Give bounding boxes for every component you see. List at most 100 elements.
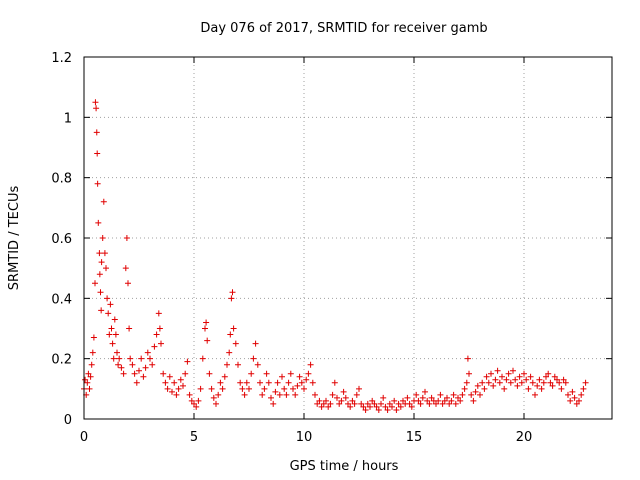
- data-point: [334, 394, 340, 401]
- data-point: [545, 370, 552, 377]
- data-point: [239, 385, 246, 392]
- data-point: [320, 400, 327, 407]
- data-point: [459, 391, 466, 398]
- data-point: [441, 397, 448, 404]
- data-point: [503, 376, 510, 383]
- y-tick-labels: 0 0.2 0.4 0.6 0.8 1 1.2: [51, 51, 72, 428]
- data-point: [481, 385, 488, 392]
- data-point: [160, 370, 167, 377]
- x-tick-label: 0: [80, 430, 88, 445]
- data-point: [219, 385, 226, 392]
- y-tick-label: 0: [64, 413, 72, 428]
- data-point: [485, 379, 492, 386]
- data-point: [463, 379, 470, 386]
- data-point: [373, 403, 380, 410]
- data-point: [138, 355, 145, 362]
- data-point: [109, 340, 116, 347]
- data-point: [99, 235, 106, 241]
- data-point: [108, 325, 115, 332]
- data-point: [360, 403, 367, 410]
- data-point: [327, 400, 334, 407]
- data-point: [325, 403, 332, 410]
- data-point: [226, 349, 233, 356]
- x-tick-label: 10: [296, 430, 313, 445]
- data-point: [186, 391, 193, 398]
- data-point: [472, 388, 479, 395]
- data-point: [95, 219, 102, 226]
- x-tick-labels: 0 5 10 15 20: [80, 430, 532, 445]
- data-point: [338, 397, 345, 404]
- data-point: [111, 316, 118, 323]
- data-point: [547, 379, 554, 386]
- data-point: [92, 280, 98, 287]
- data-point: [248, 370, 255, 377]
- data-point: [444, 394, 450, 401]
- data-point: [554, 376, 560, 383]
- data-point: [224, 361, 230, 368]
- data-point: [257, 379, 263, 386]
- y-axis-label: SRMTID / TECUs: [7, 186, 22, 291]
- data-point: [384, 406, 391, 413]
- data-point: [115, 361, 122, 368]
- data-point: [173, 391, 180, 398]
- data-point: [389, 403, 395, 410]
- data-point: [349, 397, 356, 404]
- data-point: [96, 271, 103, 278]
- data-point: [362, 406, 369, 413]
- data-point: [521, 370, 527, 377]
- data-point: [378, 400, 384, 407]
- data-point: [375, 406, 382, 413]
- data-point: [175, 385, 182, 392]
- data-point: [85, 370, 92, 377]
- data-point: [235, 361, 241, 368]
- data-point: [523, 376, 530, 383]
- data-point: [347, 403, 354, 410]
- data-point: [110, 355, 117, 362]
- data-point: [428, 394, 435, 401]
- data-point: [281, 385, 288, 392]
- data-point: [86, 385, 93, 392]
- data-point: [136, 367, 142, 374]
- data-point: [254, 361, 261, 368]
- data-point: [131, 370, 138, 377]
- data-point: [424, 397, 431, 404]
- data-point: [474, 382, 481, 389]
- data-point: [492, 376, 499, 383]
- data-point: [112, 331, 119, 338]
- data-point: [461, 385, 468, 392]
- data-point: [158, 340, 164, 347]
- data-point: [439, 400, 446, 407]
- data-point: [323, 397, 329, 404]
- data-point: [560, 376, 567, 383]
- data-point: [371, 400, 378, 407]
- data-point: [92, 99, 99, 106]
- data-point: [422, 388, 428, 395]
- data-point: [483, 373, 490, 380]
- data-point: [380, 394, 387, 401]
- data-point: [89, 349, 96, 356]
- data-point: [477, 391, 483, 398]
- y-tick-label: 1: [64, 111, 72, 126]
- y-tick-label: 0.2: [51, 353, 72, 368]
- data-point: [82, 376, 89, 383]
- data-point: [156, 325, 163, 332]
- data-point: [100, 198, 107, 205]
- data-point: [314, 400, 321, 407]
- data-point: [203, 319, 210, 326]
- data-point: [538, 385, 545, 392]
- data-point: [140, 373, 147, 380]
- data-point: [296, 373, 303, 380]
- data-point: [177, 376, 184, 383]
- data-point: [573, 400, 580, 407]
- y-tick-label: 1.2: [51, 51, 72, 66]
- data-point: [153, 331, 160, 338]
- data-point: [127, 355, 134, 362]
- data-point: [305, 370, 312, 377]
- x-tick-label: 5: [190, 430, 198, 445]
- data-point: [279, 373, 285, 380]
- data-point: [580, 385, 587, 392]
- data-point: [97, 289, 104, 296]
- data-point: [171, 379, 178, 386]
- data-point: [507, 379, 514, 386]
